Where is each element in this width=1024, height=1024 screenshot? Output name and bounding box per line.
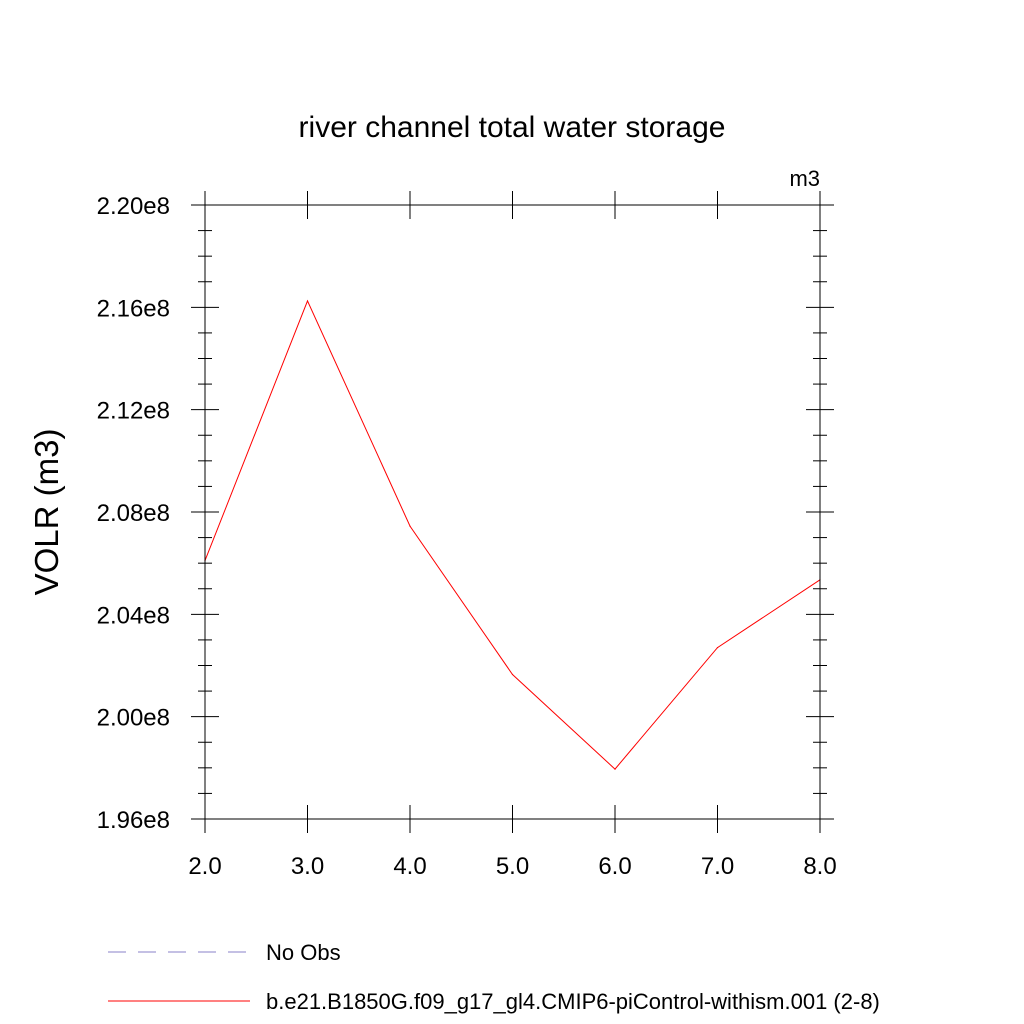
plot-frame bbox=[204, 204, 821, 820]
y-tick-label: 2.08e8 bbox=[97, 500, 170, 527]
y-tick-label: 2.16e8 bbox=[97, 295, 170, 322]
series-line-0 bbox=[204, 299, 821, 770]
y-tick-labels: 1.96e8 2.00e8 2.04e8 2.08e8 2.12e8 2.16e8 2.20… bbox=[97, 193, 170, 834]
x-tick-label: 4.0 bbox=[393, 853, 426, 880]
data-point bbox=[409, 525, 411, 527]
x-tick-label: 3.0 bbox=[291, 853, 324, 880]
x-tick-labels: 2.0 3.0 4.0 5.0 6.0 7.0 8.0 bbox=[188, 853, 836, 880]
y-axis-label: VOLR (m3) bbox=[28, 429, 65, 596]
data-point bbox=[716, 646, 719, 649]
y-tick-label: 2.04e8 bbox=[97, 602, 170, 629]
legend-label-series: b.e21.B1850G.f09_g17_gl4.CMIP6-piControl… bbox=[266, 989, 880, 1014]
y-tick-label: 2.12e8 bbox=[97, 398, 170, 425]
x-tick-label: 7.0 bbox=[701, 853, 734, 880]
data-point bbox=[614, 768, 616, 770]
data-point bbox=[511, 673, 514, 676]
data-point bbox=[306, 300, 309, 302]
x-tick-label: 5.0 bbox=[496, 853, 529, 880]
x-tick-label: 6.0 bbox=[598, 853, 631, 880]
x-tick-label: 2.0 bbox=[188, 853, 221, 880]
x-tick-label: 8.0 bbox=[803, 853, 836, 880]
chart-title: river channel total water storage bbox=[299, 111, 726, 144]
axis-ticks bbox=[191, 191, 834, 833]
legend-label-no-obs: No Obs bbox=[266, 940, 341, 965]
y-tick-label: 2.20e8 bbox=[97, 193, 170, 220]
series-layer bbox=[204, 299, 821, 770]
y-tick-label: 2.00e8 bbox=[97, 705, 170, 732]
y-tick-label: 1.96e8 bbox=[97, 807, 170, 834]
legend: No Obs b.e21.B1850G.f09_g17_gl4.CMIP6-pi… bbox=[108, 940, 880, 1014]
units-label: m3 bbox=[789, 166, 820, 191]
